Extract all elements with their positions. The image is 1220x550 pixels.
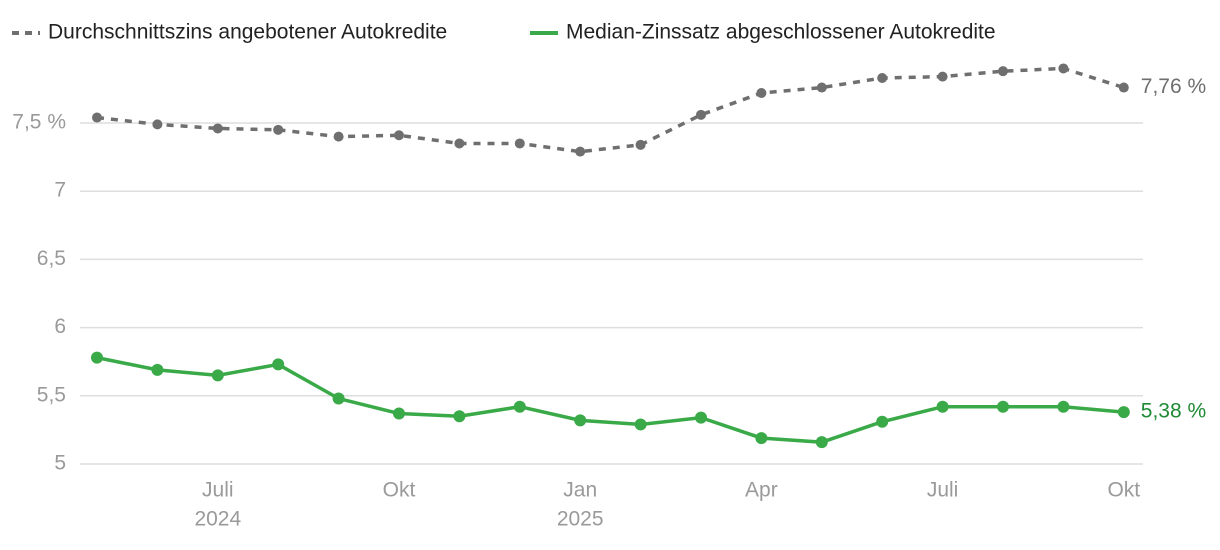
data-point <box>212 123 223 134</box>
data-point <box>91 351 103 364</box>
data-point <box>453 410 466 423</box>
y-tick-label: 6 <box>54 315 66 338</box>
data-point <box>152 119 163 130</box>
value-label: 5,38 % <box>1141 400 1206 423</box>
data-point <box>574 414 587 427</box>
data-point <box>695 411 707 424</box>
data-point <box>575 146 586 157</box>
data-point <box>756 87 767 98</box>
value-label: 7,76 % <box>1141 75 1206 98</box>
data-point <box>755 432 768 445</box>
data-point <box>333 131 344 142</box>
data-point <box>1058 63 1069 74</box>
data-point <box>997 400 1009 413</box>
data-point <box>815 436 828 449</box>
data-point <box>1057 400 1070 413</box>
series-line <box>96 355 1124 444</box>
data-point <box>635 139 646 150</box>
x-tick-label: Okt <box>1107 479 1140 502</box>
x-tick-label: Juli <box>927 479 959 502</box>
y-tick-label: 5 <box>54 452 66 475</box>
data-point <box>393 407 405 420</box>
data-point <box>272 358 285 371</box>
data-point <box>936 400 949 413</box>
data-point <box>514 138 525 149</box>
legend-label: Durchschnittszins angebotener Autokredit… <box>48 21 447 44</box>
data-point <box>273 124 284 135</box>
x-tick-label: Jan <box>563 479 597 502</box>
series-line <box>96 66 1125 154</box>
x-tick-label: Juli <box>202 479 234 502</box>
y-tick-label: 7,5 % <box>12 111 66 134</box>
data-point <box>1117 406 1130 419</box>
data-point <box>92 112 102 123</box>
y-tick-label: 6,5 <box>37 247 66 270</box>
data-point <box>876 415 889 428</box>
data-point <box>151 363 164 376</box>
x-tick-label: Okt <box>383 479 416 502</box>
x-year-label: 2025 <box>557 508 604 531</box>
y-tick-label: 7 <box>54 179 66 202</box>
data-point <box>513 400 526 413</box>
data-point <box>816 82 827 93</box>
data-point <box>937 71 948 82</box>
data-point <box>998 66 1008 77</box>
data-point <box>634 418 647 431</box>
legend-label: Median-Zinssatz abgeschlossener Autokred… <box>566 21 996 44</box>
data-point <box>332 392 345 405</box>
x-tick-label: Apr <box>745 479 778 502</box>
x-year-label: 2024 <box>194 508 241 531</box>
data-point <box>1118 82 1129 93</box>
data-point <box>211 369 224 382</box>
y-tick-label: 5,5 <box>37 383 66 406</box>
data-point <box>454 138 465 149</box>
data-point <box>696 109 706 120</box>
data-point <box>394 130 404 141</box>
data-point <box>877 72 888 83</box>
